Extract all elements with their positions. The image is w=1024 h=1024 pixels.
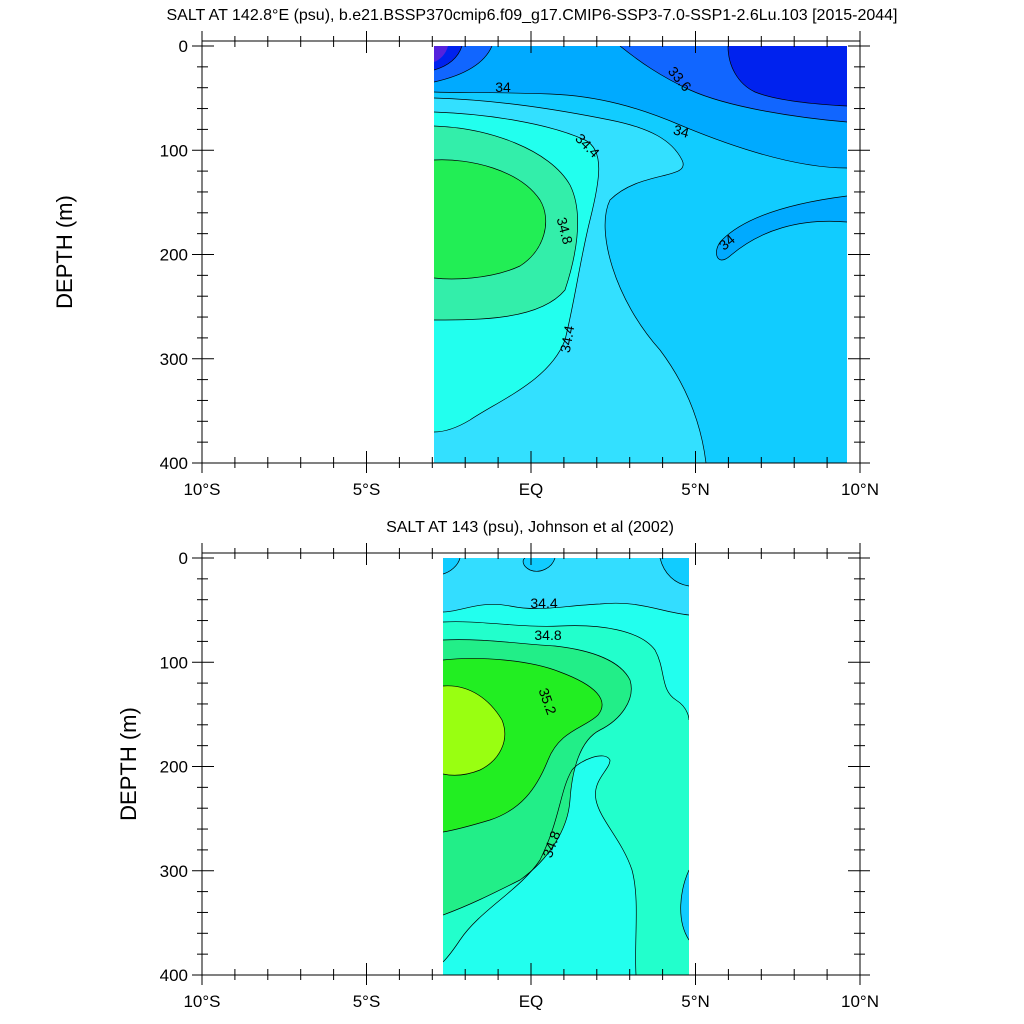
p1-clabel-7: 34.4 [557,324,578,354]
p1-contour-33-6 [727,46,847,107]
p1-x-tick-label: 10°N [841,480,879,499]
p2-contour-34-4 [443,602,689,616]
p1-region-33-5 [728,46,847,106]
p1-x-tick-label: 10°S [183,480,220,499]
p2-y-tick-label: 300 [160,862,188,881]
p1-contour-33-8b [434,46,493,83]
p1-y-tick-label: 400 [160,454,188,473]
p1-y-tick-label: 300 [160,350,188,369]
p2-y-tick-label: 200 [160,758,188,777]
p2-contour-35-0 [443,658,603,833]
p2-region-34-3 [443,558,689,615]
p1-y-tick-label: 200 [160,246,188,265]
p1-y-tick-label: 100 [160,141,188,160]
p2-clabel-2: 34.8 [534,627,561,643]
p1-clabel-4: 34 [672,121,691,141]
panel-1-contour-fill [434,46,847,463]
p2-contour-lines [443,558,689,975]
p2-y-tick-label: 100 [160,653,188,672]
p2-clabel-1: 34.4 [530,595,557,611]
p2-region-34-1c [660,558,689,586]
p1-y-tick-label: 0 [179,37,188,56]
panel-2-contour-fill [443,558,689,975]
panel-1-title: SALT AT 142.8°E (psu), b.e21.BSSP370cmip… [167,7,898,24]
p1-x-tick-label: EQ [519,480,544,499]
p1-contour-34-0a [434,91,847,169]
p2-contour-34-8 [443,639,632,916]
panel-2: SALT AT 143 (psu), Johnson et al (2002) … [116,519,879,1011]
panel-2-title: SALT AT 143 (psu), Johnson et al (2002) [386,519,674,536]
p2-contour-35-2 [443,685,506,776]
p2-contour-34-2d [680,869,689,941]
p2-contour-34-2a [443,558,461,575]
p1-contour-34-6 [434,125,578,321]
p2-x-tick-label: 10°S [183,992,220,1011]
panel-2-axes: 10°S 5°S EQ 5°N 10°N 0 100 200 300 400 [160,543,879,1011]
p1-clabel-1: 34 [495,79,511,95]
p2-x-tick-label: 5°S [353,992,381,1011]
p1-contour-34-4 [434,111,600,433]
p2-contour-34-2b [522,558,556,572]
p1-clabel-5: 34.8 [554,215,577,246]
panel-1-axes: 10°S 5°S EQ 5°N 10°N 0 100 200 300 400 [160,31,879,499]
p2-contour-34-6a [443,621,689,721]
p1-contour-lines [434,46,847,463]
p1-contour-33-8 [619,46,847,123]
p2-contour-34-6c [595,759,637,975]
p1-region-33-9b [716,196,847,260]
p2-contour-34-6b [443,755,611,963]
p2-region-34-1a [443,558,460,574]
p1-region-34-9 [434,159,546,279]
p2-x-tick-label: 10°N [841,992,879,1011]
p1-contour-34-8 [434,159,547,280]
p2-y-tick-label: 400 [160,966,188,985]
p2-region-34-1d [680,870,689,940]
p2-x-tick-label: EQ [519,992,544,1011]
p1-region-33-3 [434,46,448,62]
panel-1-y-axis-label: DEPTH (m) [52,195,77,309]
panel-2-y-axis-label: DEPTH (m) [116,707,141,821]
panel-1: SALT AT 142.8°E (psu), b.e21.BSSP370cmip… [52,7,898,499]
p1-x-tick-label: 5°N [681,480,710,499]
p1-contour-34-2 [434,97,707,463]
p1-contour-34-0b [716,195,847,261]
p2-region-35-3 [443,685,505,776]
p1-x-tick-label: 5°S [353,480,381,499]
p2-contour-34-2c [659,558,689,587]
p2-y-tick-label: 0 [179,549,188,568]
p2-x-tick-label: 5°N [681,992,710,1011]
p1-contour-33-6b [434,46,463,71]
